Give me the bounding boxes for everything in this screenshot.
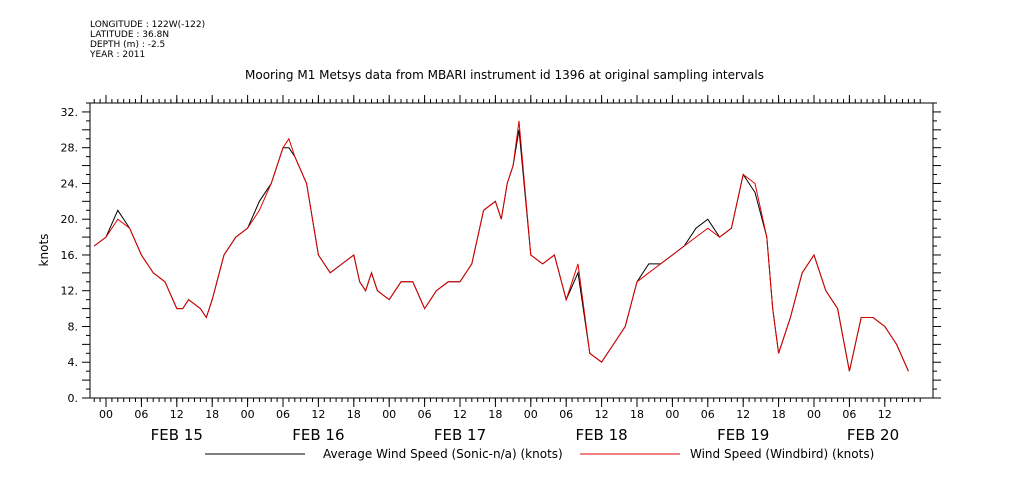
day-label: FEB 18 xyxy=(575,426,627,444)
day-label: FEB 19 xyxy=(717,426,769,444)
x-tick-label: 06 xyxy=(418,408,432,421)
x-tick-label: 12 xyxy=(311,408,325,421)
x-tick-label: 18 xyxy=(630,408,644,421)
y-tick-label: 4. xyxy=(68,356,79,369)
x-tick-label: 12 xyxy=(878,408,892,421)
y-tick-label: 20. xyxy=(61,213,79,226)
day-label: FEB 16 xyxy=(292,426,344,444)
x-tick-label: 00 xyxy=(807,408,821,421)
y-tick-label: 28. xyxy=(61,142,79,155)
x-tick-label: 12 xyxy=(170,408,184,421)
x-tick-label: 18 xyxy=(488,408,502,421)
day-label: FEB 20 xyxy=(847,426,899,444)
x-tick-label: 06 xyxy=(842,408,856,421)
x-tick-label: 12 xyxy=(453,408,467,421)
longitude-label: LONGITUDE : 122W(-122) xyxy=(90,20,206,30)
series-line-1 xyxy=(93,120,909,372)
x-tick-label: 18 xyxy=(205,408,219,421)
y-tick-label: 16. xyxy=(61,249,79,262)
series-line-0 xyxy=(93,129,909,372)
depth-label: DEPTH (m) : -2.5 xyxy=(90,40,166,50)
x-tick-label: 06 xyxy=(134,408,148,421)
y-tick-label: 8. xyxy=(68,320,79,333)
x-tick-label: 06 xyxy=(559,408,573,421)
x-tick-label: 18 xyxy=(347,408,361,421)
y-tick-label: 0. xyxy=(68,392,79,405)
x-tick-label: 12 xyxy=(736,408,750,421)
x-tick-label: 00 xyxy=(524,408,538,421)
day-label: FEB 15 xyxy=(151,426,203,444)
day-label: FEB 17 xyxy=(434,426,486,444)
y-axis-label: knots xyxy=(37,234,51,267)
legend-label-windbird: Wind Speed (Windbird) (knots) xyxy=(690,447,875,461)
x-tick-label: 06 xyxy=(276,408,290,421)
x-tick-label: 00 xyxy=(382,408,396,421)
plot-frame xyxy=(89,102,934,399)
x-tick-label: 00 xyxy=(665,408,679,421)
y-tick-label: 12. xyxy=(61,285,79,298)
legend-lines xyxy=(205,453,680,455)
year-label: YEAR : 2011 xyxy=(90,50,146,60)
x-tick-label: 18 xyxy=(772,408,786,421)
x-tick-label: 00 xyxy=(99,408,113,421)
y-tick-label: 24. xyxy=(61,177,79,190)
chart-title: Mooring M1 Metsys data from MBARI instru… xyxy=(245,68,764,82)
metadata-block: LONGITUDE : 122W(-122) LATITUDE : 36.8N … xyxy=(90,20,205,60)
legend-label-avg: Average Wind Speed (Sonic-n/a) (knots) xyxy=(323,447,563,461)
x-tick-label: 06 xyxy=(701,408,715,421)
x-tick-label: 00 xyxy=(241,408,255,421)
latitude-label: LATITUDE : 36.8N xyxy=(90,30,170,40)
x-tick-label: 12 xyxy=(595,408,609,421)
y-tick-label: 32. xyxy=(61,106,79,119)
